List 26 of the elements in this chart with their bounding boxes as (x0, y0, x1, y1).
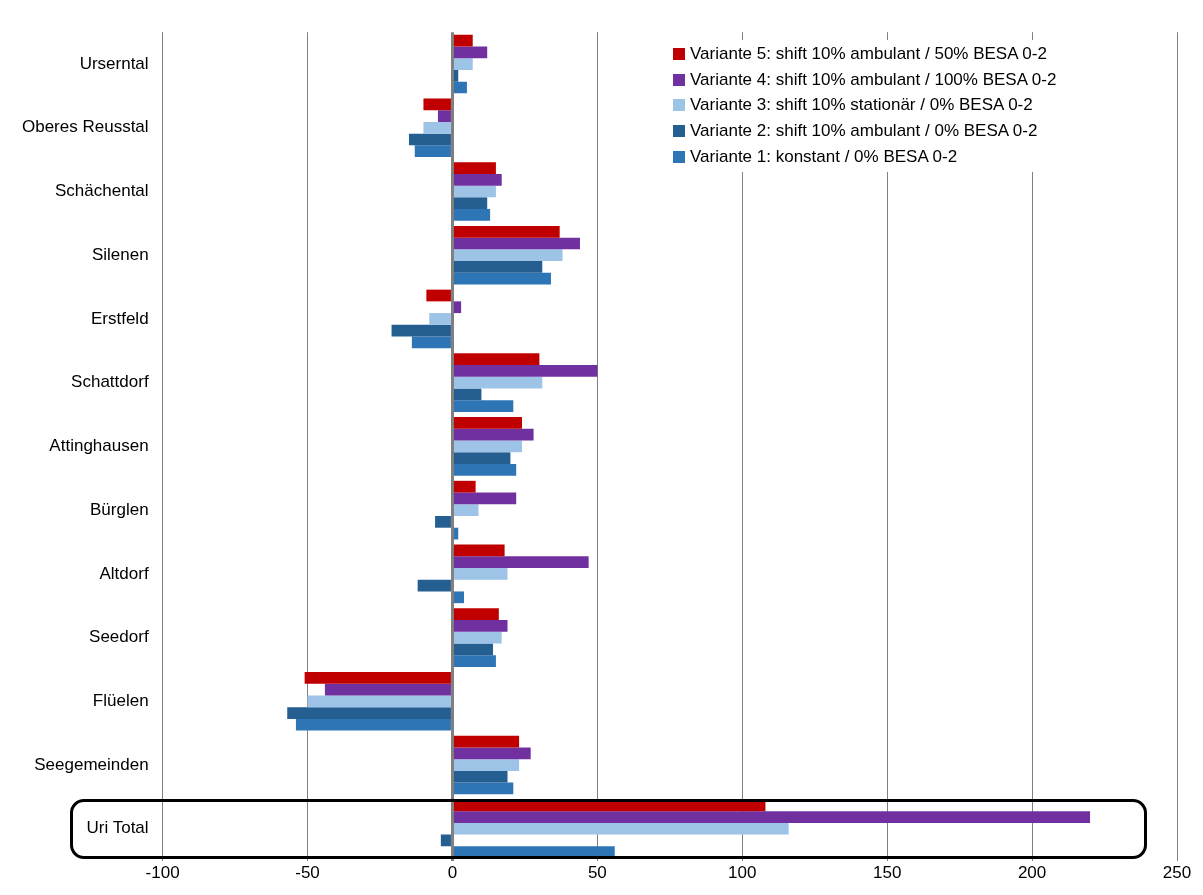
legend-label: Variante 3: shift 10% stationär / 0% BESA 0-2 (690, 95, 1033, 116)
y-tick-label: Erstfeld (90, 308, 149, 328)
y-tick-label: Urserntal (79, 53, 149, 73)
y-tick-label: Seegemeinden (34, 754, 149, 774)
x-tick-label: 250 (1162, 863, 1192, 883)
y-tick-label: Schächental (55, 181, 149, 201)
legend-label: Variante 4: shift 10% ambulant / 100% BESA 0-2 (690, 69, 1057, 90)
y-tick-label: Attinghausen (49, 436, 149, 456)
y-tick-label: Flüelen (92, 690, 149, 710)
x-tick-label: 200 (1017, 863, 1047, 883)
x-tick-label: 150 (872, 863, 902, 883)
y-tick-label: Oberes Reusstal (21, 117, 149, 137)
y-tick-label: Uri Total (86, 818, 149, 838)
x-tick-label: 100 (728, 863, 757, 883)
x-tick-label: 0 (447, 863, 458, 883)
legend-label: Variante 2: shift 10% ambulant / 0% BESA 0-2 (690, 120, 1038, 141)
legend-label: Variante 5: shift 10% ambulant / 50% BESA 0-2 (690, 44, 1047, 65)
y-tick-label: Schattdorf (71, 372, 149, 392)
legend-label: Variante 1: konstant / 0% BESA 0-2 (690, 146, 958, 167)
x-tick-label: -100 (145, 863, 180, 883)
y-tick-label: Silenen (91, 244, 149, 264)
y-tick-label: Altdorf (99, 563, 149, 583)
y-tick-label: Seedorf (89, 627, 149, 647)
x-tick-label: -50 (295, 863, 320, 883)
x-tick-label: 50 (587, 863, 607, 883)
y-tick-label: Bürglen (90, 499, 149, 519)
